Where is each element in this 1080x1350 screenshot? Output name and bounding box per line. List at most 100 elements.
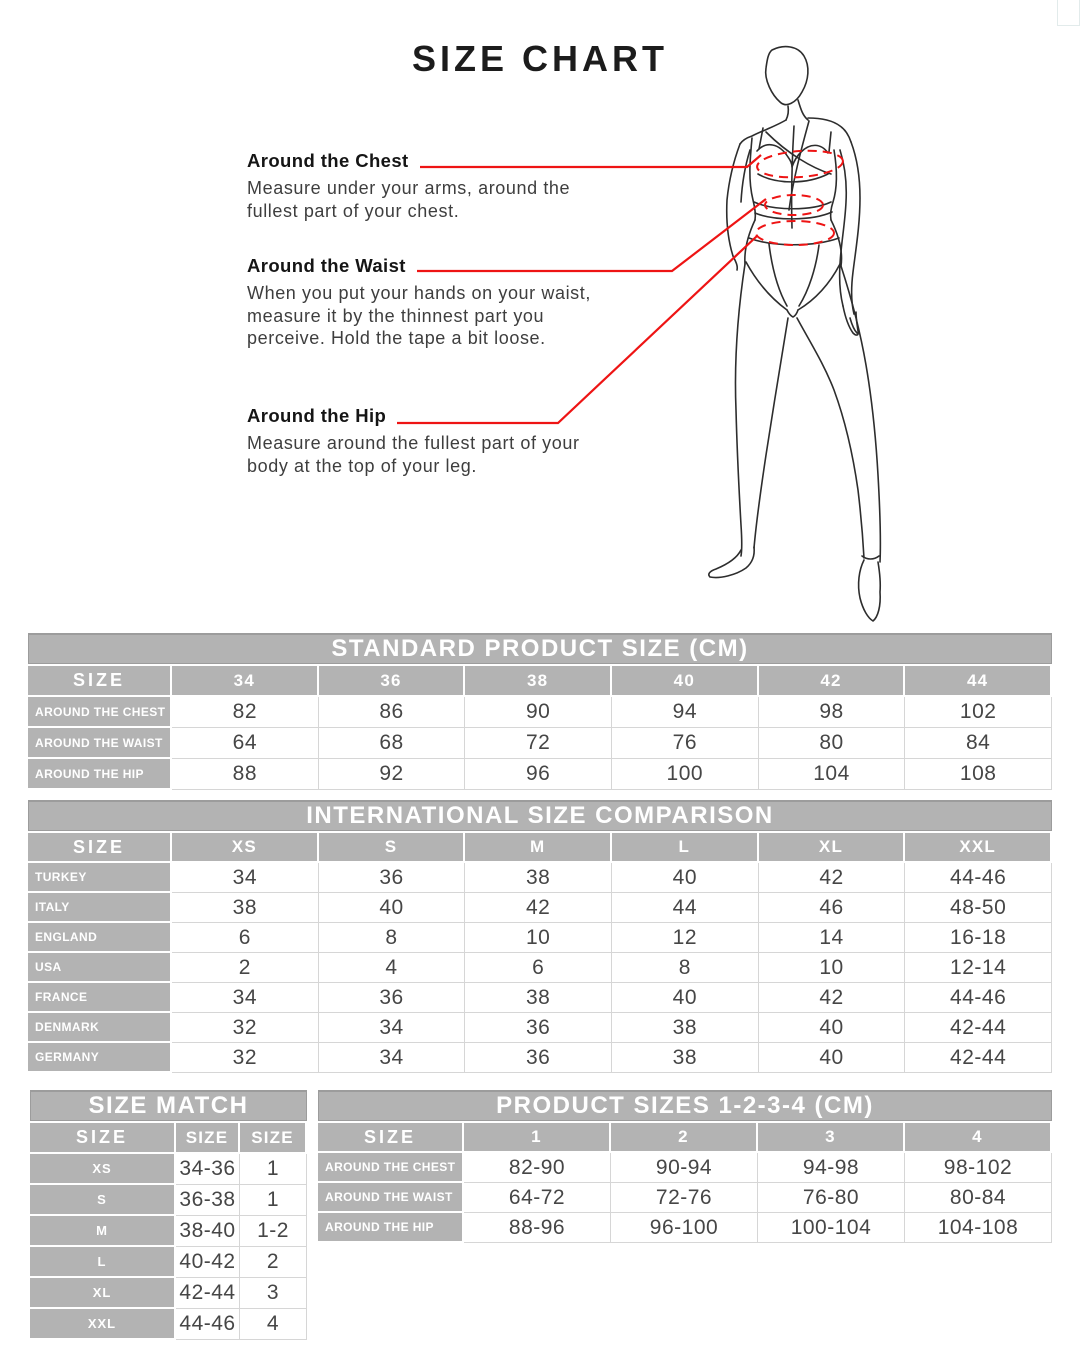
table-cell: 32	[172, 1043, 319, 1073]
column-header: 40	[612, 666, 759, 697]
table-cell: 96-100	[611, 1213, 758, 1243]
page-edge-artifact	[1057, 0, 1080, 26]
table-cell: 2	[172, 953, 319, 983]
column-header: L	[612, 833, 759, 863]
table-cell: 72	[465, 728, 612, 759]
table-cell: 42-44	[905, 1043, 1052, 1073]
table-cell: 46	[758, 893, 906, 923]
size-match-table: SIZE MATCH SIZE SIZE SIZE XS 34-36 1 S 36-38 1 M 3…	[30, 1090, 307, 1340]
table-cell: 1	[240, 1154, 307, 1185]
row-label: GERMANY	[28, 1043, 172, 1073]
row-label: AROUND THE HIP	[28, 759, 172, 790]
column-header: XL	[758, 833, 906, 863]
table-cell: 94	[612, 697, 759, 728]
table-cell: 40	[612, 863, 759, 893]
table-cell: 86	[318, 697, 466, 728]
table-cell: 102	[905, 697, 1052, 728]
table-cell: 36	[318, 983, 466, 1013]
table-title: SIZE MATCH	[30, 1090, 307, 1121]
table-cell: 34	[172, 863, 319, 893]
table-title: PRODUCT SIZES 1-2-3-4 (CM)	[318, 1090, 1052, 1121]
table-cell: 42-44	[905, 1013, 1052, 1043]
column-header: 42	[758, 666, 906, 697]
table-cell: 104	[758, 759, 906, 790]
column-header: SIZE	[30, 1123, 176, 1154]
table-cell: 96	[465, 759, 612, 790]
table-cell: 94-98	[758, 1153, 905, 1183]
column-header: 2	[611, 1123, 758, 1153]
table-cell: 90-94	[611, 1153, 758, 1183]
table-cell: 100-104	[758, 1213, 905, 1243]
measurement-block-chest: Around the Chest Measure under your arms…	[247, 150, 625, 222]
table-title: STANDARD PRODUCT SIZE (CM)	[28, 633, 1052, 664]
table-cell: 34	[318, 1013, 466, 1043]
column-header: SIZE	[240, 1123, 307, 1154]
row-label: XS	[30, 1154, 176, 1185]
table-cell: 12	[612, 923, 759, 953]
table-cell: 100	[612, 759, 759, 790]
table-cell: 40	[758, 1043, 906, 1073]
table-cell: 44-46	[905, 983, 1052, 1013]
hip-ring-icon	[755, 220, 835, 246]
standard-product-size-table: STANDARD PRODUCT SIZE (CM) SIZE 34 36 38 40 4…	[28, 633, 1052, 790]
table-cell: 8	[612, 953, 759, 983]
measurement-label: Around the Waist	[247, 255, 406, 276]
table-cell: 16-18	[905, 923, 1052, 953]
row-label: M	[30, 1216, 176, 1247]
table-cell: 44	[612, 893, 759, 923]
table-cell: 48-50	[905, 893, 1052, 923]
column-header: SIZE	[318, 1123, 464, 1153]
table-cell: 4	[318, 953, 466, 983]
table-cell: 76	[612, 728, 759, 759]
table-cell: 80-84	[905, 1183, 1052, 1213]
table-cell: 36	[318, 863, 466, 893]
table-cell: 10	[758, 953, 906, 983]
table-cell: 40	[612, 983, 759, 1013]
table-cell: 32	[172, 1013, 319, 1043]
row-label: FRANCE	[28, 983, 172, 1013]
table-cell: 38	[465, 983, 612, 1013]
column-header: 3	[758, 1123, 905, 1153]
table-cell: 42	[758, 983, 906, 1013]
international-size-table: INTERNATIONAL SIZE COMPARISON SIZE XS S M L X…	[28, 800, 1052, 1073]
waist-ring-icon	[764, 194, 824, 216]
table-cell: 10	[465, 923, 612, 953]
column-header: 4	[905, 1123, 1052, 1153]
row-label: AROUND THE CHEST	[318, 1153, 464, 1183]
table-cell: 68	[318, 728, 466, 759]
product-sizes-table: PRODUCT SIZES 1-2-3-4 (CM) SIZE 1 2 3 4 AROUN…	[318, 1090, 1052, 1243]
table-cell: 44-46	[905, 863, 1052, 893]
table-cell: 90	[465, 697, 612, 728]
row-label: AROUND THE WAIST	[318, 1183, 464, 1213]
chest-ring-icon	[756, 149, 844, 179]
row-label: TURKEY	[28, 863, 172, 893]
column-header: 44	[905, 666, 1052, 697]
page-title: SIZE CHART	[412, 38, 668, 79]
table-cell: 34	[172, 983, 319, 1013]
measurement-description: Measure under your arms, around the full…	[247, 178, 571, 221]
column-header: S	[318, 833, 466, 863]
column-header: XS	[172, 833, 319, 863]
table-cell: 14	[758, 923, 906, 953]
measurement-description: Measure around the fullest part of your …	[247, 433, 580, 476]
table-cell: 40	[318, 893, 466, 923]
row-label: XL	[30, 1278, 176, 1309]
table-title: INTERNATIONAL SIZE COMPARISON	[28, 800, 1052, 831]
table-cell: 1	[240, 1185, 307, 1216]
table-grid: SIZE 1 2 3 4 AROUND THE CHEST 82-90 90-94 94-98 9…	[318, 1123, 1052, 1243]
table-cell: 4	[240, 1309, 307, 1340]
table-cell: 8	[318, 923, 466, 953]
measurement-label: Around the Hip	[247, 405, 387, 426]
row-label: L	[30, 1247, 176, 1278]
table-cell: 82	[172, 697, 319, 728]
column-header: SIZE	[176, 1123, 240, 1154]
croquis-sketch	[708, 45, 882, 622]
column-header: XXL	[905, 833, 1052, 863]
table-cell: 2	[240, 1247, 307, 1278]
table-cell: 40-42	[176, 1247, 240, 1278]
row-label: AROUND THE WAIST	[28, 728, 172, 759]
column-header: 36	[318, 666, 466, 697]
measurement-description: When you put your hands on your waist, m…	[247, 283, 591, 348]
table-cell: 104-108	[905, 1213, 1052, 1243]
table-cell: 38	[612, 1043, 759, 1073]
